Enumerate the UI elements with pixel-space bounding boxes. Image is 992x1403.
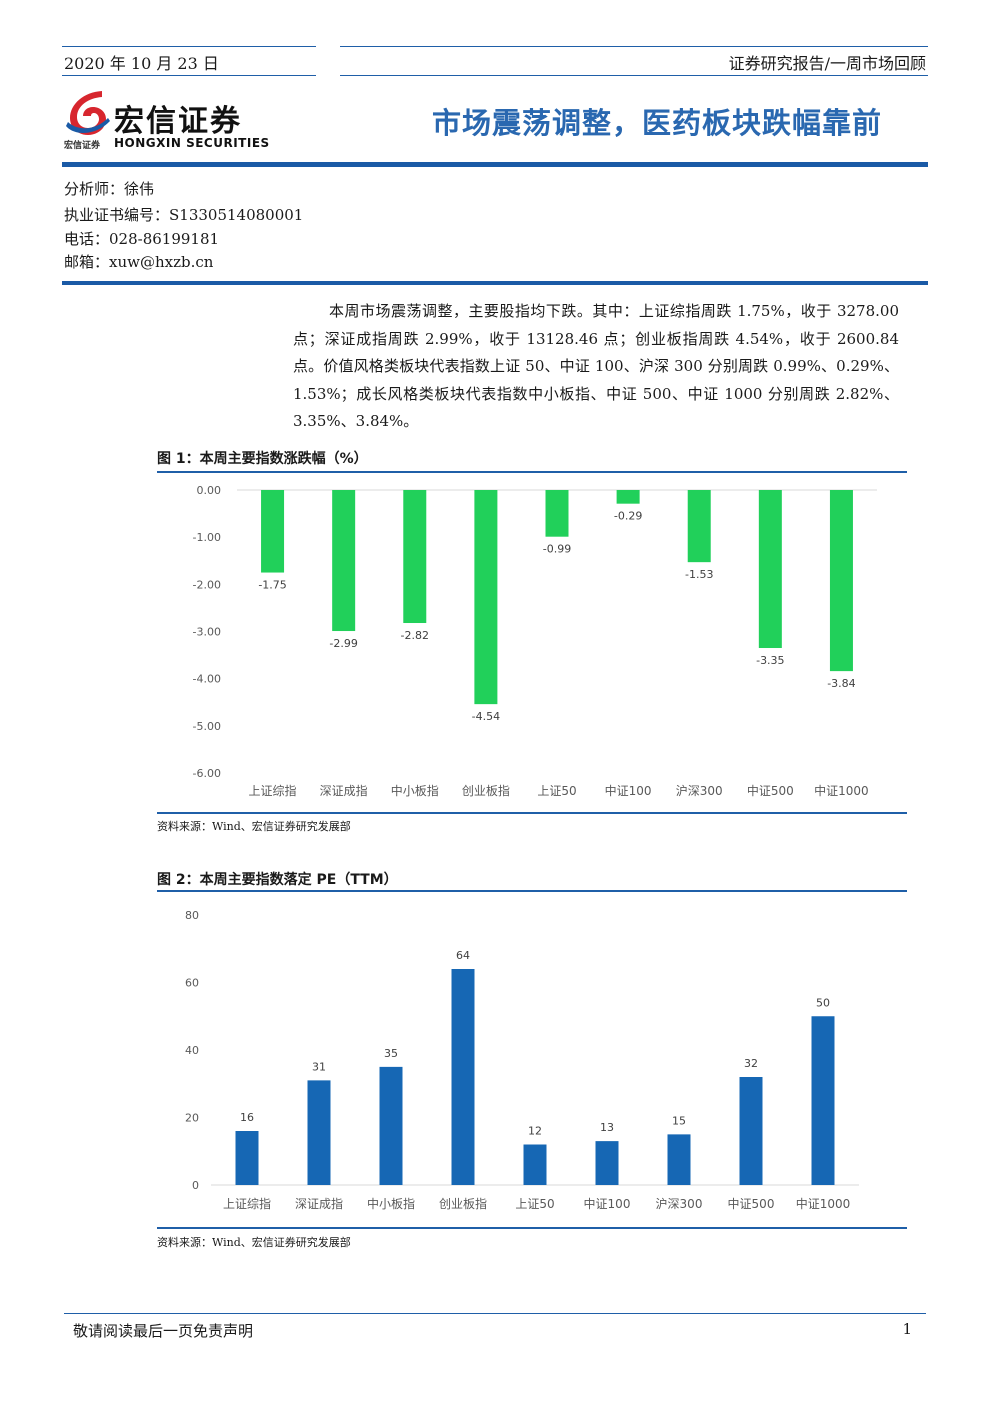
bar-5 [595,1141,619,1185]
bar-2 [403,490,427,624]
analyst-phone: 电话：028-86199181 [64,230,220,248]
bar-6 [667,1134,691,1185]
data-label-1: -2.99 [329,637,357,650]
y-tick-label: -2.00 [193,578,221,591]
category-label-5: 中证100 [605,783,652,798]
category-label-1: 深证成指 [320,783,368,798]
category-label-8: 中证1000 [796,1196,851,1211]
bar-0 [235,1131,259,1185]
page-number: 1 [902,1320,912,1338]
bar-3 [451,969,475,1185]
disclaimer-note: 敬请阅读最后一页免责声明 [73,1322,254,1340]
logo-small-cn: 宏信证券 [64,141,101,151]
y-tick-label: 0.00 [197,484,222,497]
figure-2-source: 资料来源：Wind、宏信证券研究发展部 [157,1236,351,1249]
data-label-2: -2.82 [401,629,429,642]
category-label-3: 创业板指 [439,1196,487,1211]
summary-paragraph: 本周市场震荡调整，主要股指均下跌。其中：上证综指周跌 1.75%，收于 3278… [293,302,899,430]
logo-name-en: HONGXIN SECURITIES [114,136,270,150]
footer-rule [64,1313,926,1314]
bar-8 [811,1016,835,1185]
data-label-6: 15 [672,1114,686,1127]
category-label-0: 上证综指 [249,783,297,798]
bar-4 [545,490,569,537]
y-tick-label: -1.00 [193,531,221,544]
analyst-rule [62,281,928,285]
analyst-license: 执业证书编号：S1330514080001 [64,206,304,224]
bar-6 [687,490,711,563]
figure-2-chart: 80 60 40 20 0 16 上证综指 31 深证成指 35 中小板指 64 创业板指 12 上证50 1… [185,909,859,1211]
figure-1-title: 图 1：本周主要指数涨跌幅（%） [157,451,368,467]
data-label-6: -1.53 [685,568,713,581]
header-rule-left-bottom [62,75,316,76]
bar-7 [739,1077,763,1185]
hongxin-logo-icon [66,91,110,135]
category-label-8: 中证1000 [814,783,869,798]
y-tick-label: -3.00 [193,626,221,639]
header-rule-left [62,46,316,47]
bar-2 [379,1066,403,1185]
bar-0 [261,490,285,573]
data-label-1: 31 [312,1060,326,1073]
data-label-7: 32 [744,1057,758,1070]
figure-2-title: 图 2：本周主要指数落定 PE（TTM） [157,872,398,888]
y-tick-label: 80 [185,909,199,922]
category-label-2: 中小板指 [391,783,439,798]
data-label-5: 13 [600,1121,614,1134]
data-label-0: 16 [240,1111,254,1124]
data-label-4: -0.99 [543,543,571,556]
bar-4 [523,1144,547,1185]
category-label-0: 上证综指 [223,1196,271,1211]
category-label-7: 中证500 [747,783,794,798]
y-tick-label: 40 [185,1044,199,1057]
y-tick-label: -5.00 [193,720,221,733]
analyst-email: 邮箱：xuw@hxzb.cn [64,253,214,271]
data-label-0: -1.75 [258,579,286,592]
data-label-3: -4.54 [472,710,500,723]
data-label-3: 64 [456,949,470,962]
title-rule [62,162,928,167]
data-label-5: -0.29 [614,510,642,523]
figure-2-rule-top [157,890,907,892]
header-rule-right [340,46,928,47]
bar-7 [758,490,782,649]
logo-name-cn: 宏信证券 [114,104,242,139]
bar-8 [829,490,853,672]
category-label-1: 深证成指 [295,1196,343,1211]
category-label-7: 中证500 [728,1196,775,1211]
report-series: 证券研究报告/一周市场回顾 [728,54,926,73]
bar-5 [616,490,640,504]
category-label-3: 创业板指 [462,783,510,798]
category-label-6: 沪深300 [676,784,723,798]
analyst-name: 分析师：徐伟 [64,180,155,198]
data-label-4: 12 [528,1125,542,1138]
report-date: 2020 年 10 月 23 日 [64,54,219,73]
category-label-4: 上证50 [537,784,576,798]
page-title: 市场震荡调整，医药板块跌幅靠前 [431,106,882,140]
y-tick-label: 60 [185,977,199,990]
figure-1-source: 资料来源：Wind、宏信证券研究发展部 [157,820,351,833]
y-tick-label: -4.00 [193,673,221,686]
bar-3 [474,490,498,705]
category-label-2: 中小板指 [367,1196,415,1211]
bar-1 [332,490,356,632]
data-label-2: 35 [384,1047,398,1060]
data-label-8: 50 [816,996,830,1009]
figure-2-rule-bottom [157,1227,907,1229]
category-label-5: 中证100 [584,1196,631,1211]
y-tick-label: 0 [192,1179,199,1192]
y-tick-label: 20 [185,1112,199,1125]
data-label-7: -3.35 [756,654,784,667]
header-rule-right-bottom [340,75,928,76]
data-label-8: -3.84 [827,677,855,690]
bar-1 [307,1080,331,1185]
figure-1-rule-bottom [157,812,907,814]
category-label-6: 沪深300 [656,1197,703,1211]
figure-1-chart: 0.00 -1.00 -2.00 -3.00 -4.00 -5.00 -6.00 -1.75 上… [193,484,877,798]
category-label-4: 上证50 [515,1197,554,1211]
figure-1-rule-top [157,471,907,473]
y-tick-label: -6.00 [193,767,221,780]
